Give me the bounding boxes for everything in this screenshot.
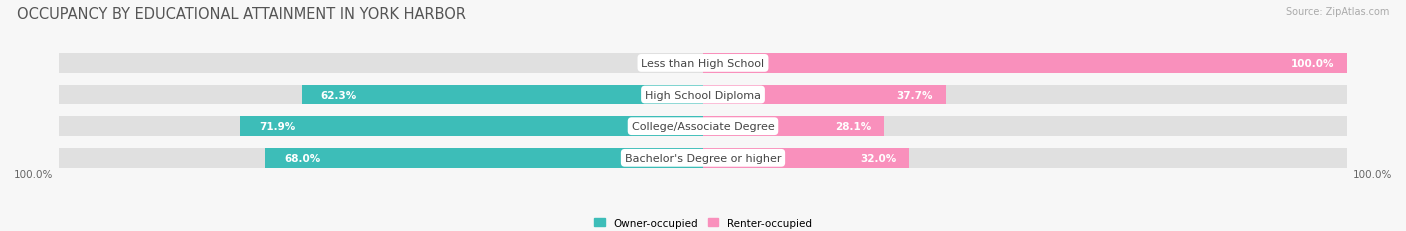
Text: OCCUPANCY BY EDUCATIONAL ATTAINMENT IN YORK HARBOR: OCCUPANCY BY EDUCATIONAL ATTAINMENT IN Y… (17, 7, 465, 22)
Legend: Owner-occupied, Renter-occupied: Owner-occupied, Renter-occupied (595, 218, 811, 228)
Text: 0.0%: 0.0% (664, 59, 690, 69)
Bar (59, 117, 703, 136)
Text: 68.0%: 68.0% (284, 153, 321, 163)
Bar (703, 85, 1347, 105)
Text: Source: ZipAtlas.com: Source: ZipAtlas.com (1285, 7, 1389, 17)
Bar (239, 117, 703, 136)
Text: 37.7%: 37.7% (897, 90, 934, 100)
Text: Less than High School: Less than High School (641, 59, 765, 69)
Text: Bachelor's Degree or higher: Bachelor's Degree or higher (624, 153, 782, 163)
Bar (703, 54, 1347, 73)
Text: 71.9%: 71.9% (259, 122, 295, 132)
Bar (301, 85, 703, 105)
Text: High School Diploma: High School Diploma (645, 90, 761, 100)
Bar (703, 85, 946, 105)
Text: 32.0%: 32.0% (860, 153, 897, 163)
Text: College/Associate Degree: College/Associate Degree (631, 122, 775, 132)
Bar (59, 85, 703, 105)
Bar (264, 148, 703, 168)
Bar (703, 148, 910, 168)
Bar (703, 54, 1347, 73)
Bar (59, 54, 703, 73)
Bar (703, 117, 1347, 136)
Bar (703, 117, 884, 136)
Bar (703, 148, 1347, 168)
Text: 28.1%: 28.1% (835, 122, 872, 132)
Bar (59, 148, 703, 168)
Text: 100.0%: 100.0% (1291, 59, 1334, 69)
Text: 62.3%: 62.3% (321, 90, 357, 100)
Text: 100.0%: 100.0% (14, 170, 53, 179)
Text: 100.0%: 100.0% (1353, 170, 1392, 179)
